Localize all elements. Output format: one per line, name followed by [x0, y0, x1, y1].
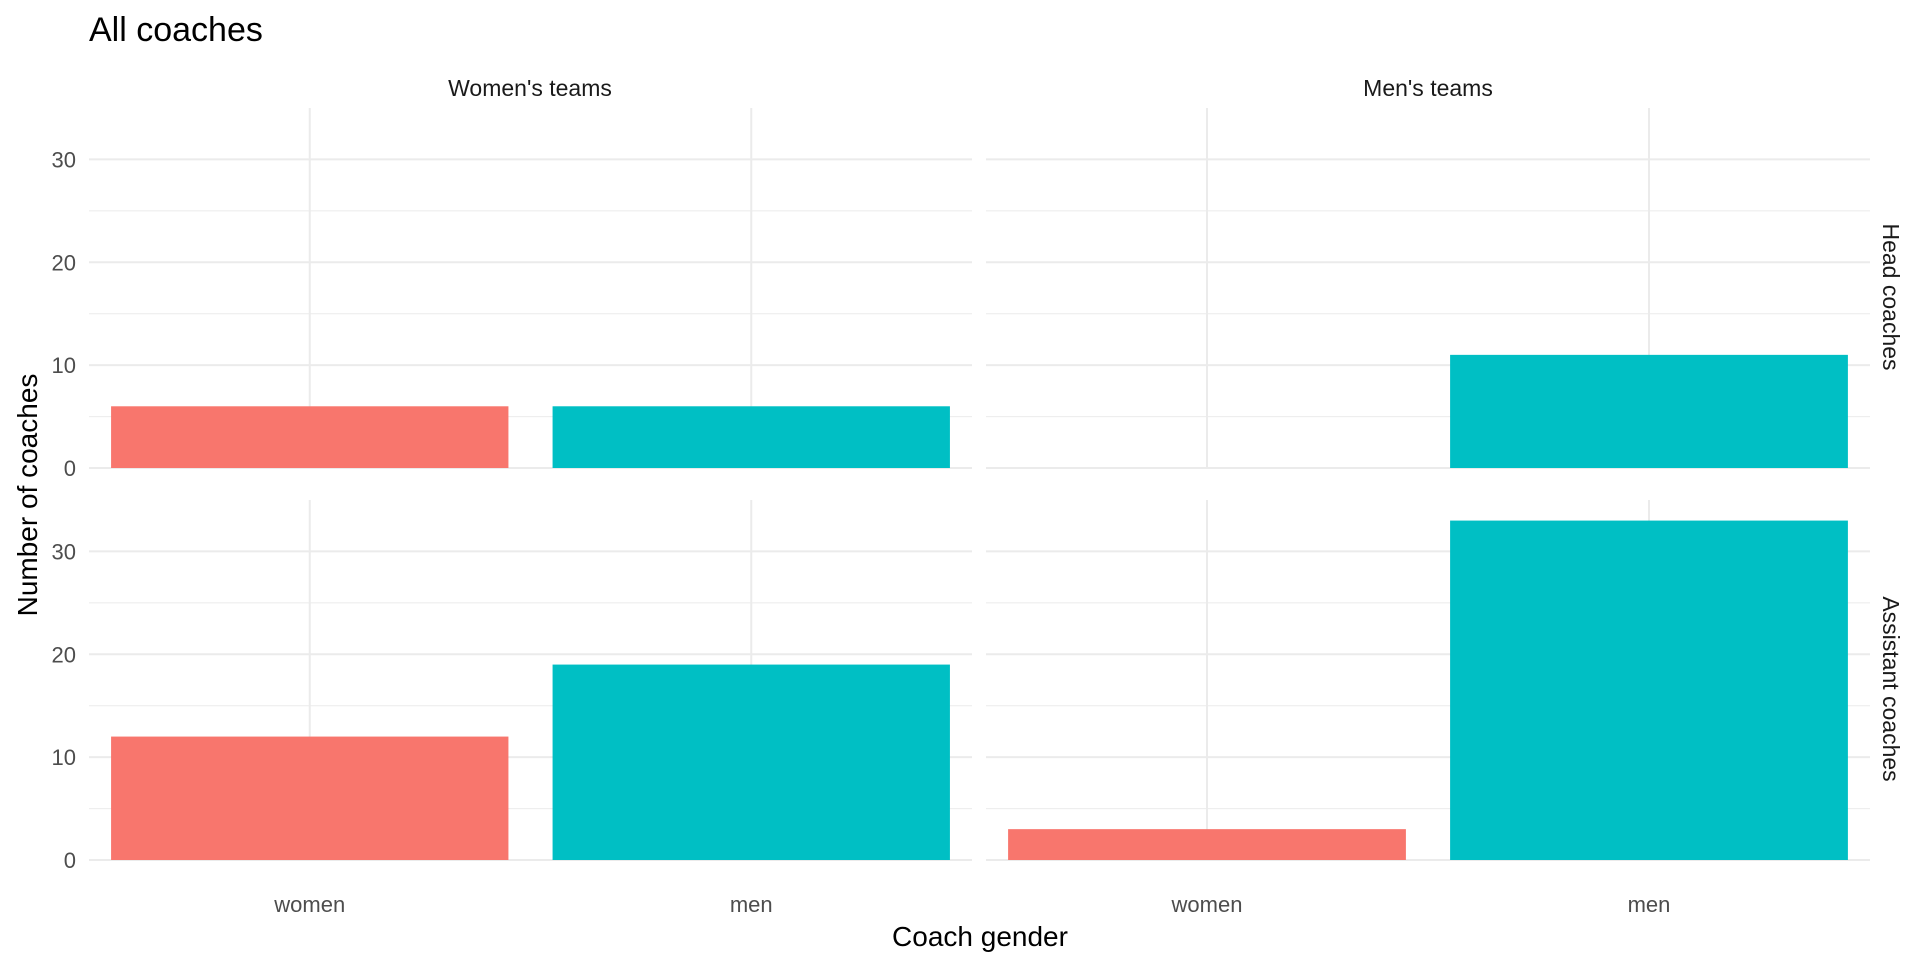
- chart-title: All coaches: [89, 11, 263, 49]
- x-tick-label-women-s-teams-men: men: [730, 892, 773, 917]
- x-tick-label-men-s-teams-men: men: [1628, 892, 1671, 917]
- y-tick-label-head-coaches-0: 0: [64, 456, 76, 481]
- y-tick-label-assistant-coaches-30: 30: [52, 539, 76, 564]
- bar-head-coaches-men-s-teams-men: [1450, 354, 1848, 468]
- bar-assistant-coaches-men-s-teams-women: [1008, 829, 1406, 860]
- y-tick-label-assistant-coaches-20: 20: [52, 642, 76, 667]
- row-strip-head-coaches: Head coaches: [1878, 223, 1904, 370]
- column-strip-mens-teams: Men's teams: [1363, 75, 1493, 101]
- column-strip-womens-teams: Women's teams: [448, 75, 612, 101]
- bar-assistant-coaches-women-s-teams-women: [111, 736, 509, 860]
- row-strip-assistant-coaches: Assistant coaches: [1878, 596, 1904, 781]
- bar-assistant-coaches-men-s-teams-men: [1450, 520, 1848, 860]
- bar-head-coaches-women-s-teams-women: [111, 406, 509, 468]
- x-tick-label-women-s-teams-women: women: [273, 892, 345, 917]
- bar-head-coaches-women-s-teams-men: [552, 406, 950, 468]
- y-tick-label-head-coaches-10: 10: [52, 353, 76, 378]
- y-tick-label-assistant-coaches-10: 10: [52, 745, 76, 770]
- x-tick-label-men-s-teams-women: women: [1171, 892, 1243, 917]
- x-axis-title: Coach gender: [892, 921, 1068, 952]
- y-tick-label-head-coaches-30: 30: [52, 147, 76, 172]
- y-axis-title: Number of coaches: [12, 374, 43, 617]
- y-tick-label-assistant-coaches-0: 0: [64, 848, 76, 873]
- bar-assistant-coaches-women-s-teams-men: [552, 664, 950, 860]
- y-tick-label-head-coaches-20: 20: [52, 250, 76, 275]
